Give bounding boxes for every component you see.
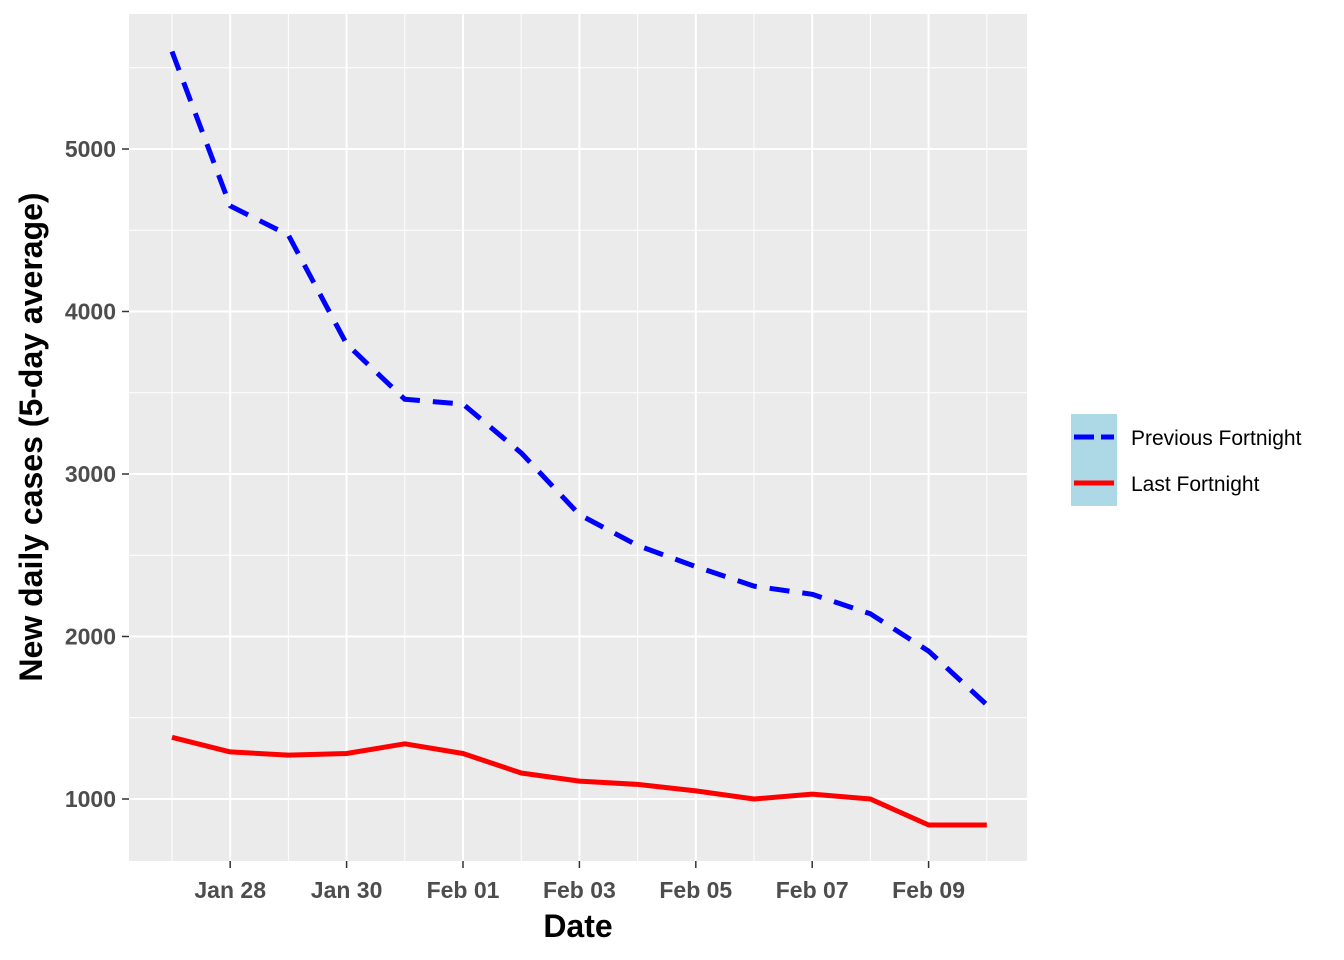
y-axis: 1000 2000 3000 4000 5000 xyxy=(65,136,129,812)
x-tick-label: Feb 07 xyxy=(776,877,849,903)
x-tick-label: Feb 03 xyxy=(543,877,616,903)
legend-label-previous-fortnight: Previous Fortnight xyxy=(1131,427,1302,450)
series-line-previous-fortnight xyxy=(169,50,989,707)
x-axis-title: Date xyxy=(543,908,612,944)
x-tick-label: Feb 09 xyxy=(892,877,965,903)
x-tick-label: Feb 05 xyxy=(659,877,732,903)
x-tick-label: Feb 01 xyxy=(427,877,500,903)
y-axis-title: New daily cases (5-day average) xyxy=(13,192,49,681)
y-tick-label: 3000 xyxy=(65,461,116,487)
plot-panel xyxy=(129,14,1027,861)
series-lines xyxy=(169,50,989,828)
x-axis: Jan 28 Jan 30 Feb 01 Feb 03 Feb 05 Feb 07 Feb … xyxy=(194,861,965,903)
series-line-last-fortnight xyxy=(171,734,987,828)
y-tick-label: 2000 xyxy=(65,624,116,650)
legend-label-last-fortnight: Last Fortnight xyxy=(1131,473,1260,496)
y-tick-label: 1000 xyxy=(65,786,116,812)
legend: Previous Fortnight Last Fortnight xyxy=(1071,414,1302,506)
major-gridlines xyxy=(129,14,1027,861)
x-tick-label: Jan 30 xyxy=(311,877,383,903)
y-tick-label: 4000 xyxy=(65,299,116,325)
y-tick-label: 5000 xyxy=(65,136,116,162)
x-tick-label: Jan 28 xyxy=(194,877,266,903)
minor-gridlines xyxy=(129,14,1027,861)
